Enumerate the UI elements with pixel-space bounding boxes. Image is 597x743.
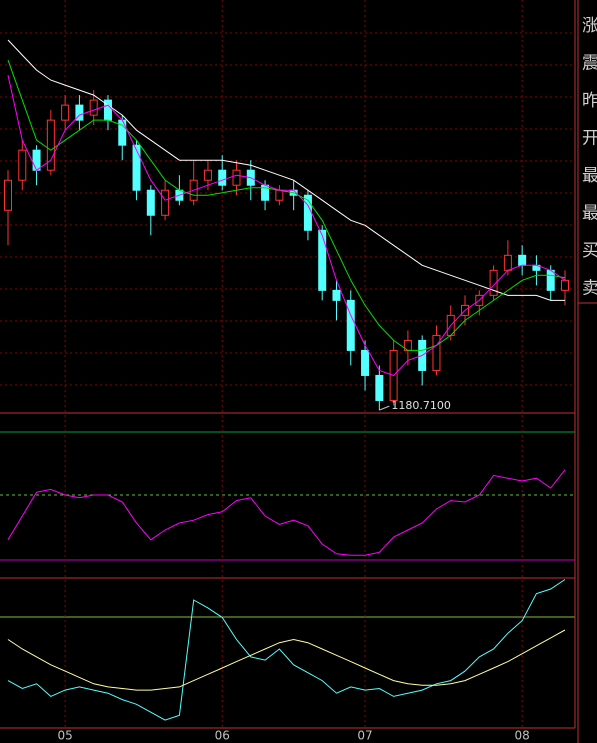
candle-body bbox=[489, 269, 498, 296]
candle-body bbox=[61, 104, 70, 121]
candle-body bbox=[332, 289, 341, 301]
candle-body bbox=[32, 149, 41, 171]
moving-average bbox=[7, 59, 566, 351]
candle-body bbox=[432, 334, 441, 371]
x-tick-label: 05 bbox=[57, 729, 72, 743]
candle-body bbox=[89, 99, 98, 116]
side-label: 震 bbox=[582, 54, 597, 74]
annotation: 1180.7100 bbox=[391, 399, 451, 412]
annotation-line bbox=[379, 405, 390, 411]
candle-body bbox=[375, 374, 384, 401]
x-tick-label: 08 bbox=[515, 729, 530, 743]
candle-body bbox=[18, 149, 27, 181]
side-label: 涨 bbox=[582, 16, 597, 36]
x-tick-label: 06 bbox=[215, 729, 230, 743]
indicator-line bbox=[7, 579, 566, 721]
candle-body bbox=[546, 269, 555, 291]
candle-body bbox=[318, 229, 327, 291]
candle-body bbox=[46, 119, 55, 171]
candle-body bbox=[232, 169, 241, 186]
side-label: 最 bbox=[582, 166, 597, 186]
candle-body bbox=[218, 169, 227, 186]
candle-body bbox=[346, 299, 355, 351]
x-tick-label: 07 bbox=[357, 729, 372, 743]
candle-body bbox=[361, 349, 370, 376]
side-label: 最 bbox=[582, 204, 597, 224]
indicator-line bbox=[7, 629, 566, 691]
candle-body bbox=[561, 279, 569, 291]
side-label: 昨 bbox=[582, 91, 597, 111]
side-label: 卖 bbox=[582, 279, 597, 299]
candle-body bbox=[132, 144, 141, 191]
candle-body bbox=[203, 169, 212, 181]
side-label: 开 bbox=[582, 129, 597, 149]
candle-body bbox=[275, 189, 284, 201]
candle-body bbox=[146, 189, 155, 216]
side-label: 买 bbox=[582, 241, 597, 261]
moving-average bbox=[7, 74, 566, 377]
indicator-line bbox=[7, 469, 566, 556]
moving-average bbox=[7, 39, 565, 301]
candle-body bbox=[161, 189, 170, 216]
candle-body bbox=[503, 254, 512, 271]
candle-body bbox=[518, 254, 527, 266]
candle-body bbox=[4, 179, 12, 211]
candle-body bbox=[75, 104, 84, 121]
